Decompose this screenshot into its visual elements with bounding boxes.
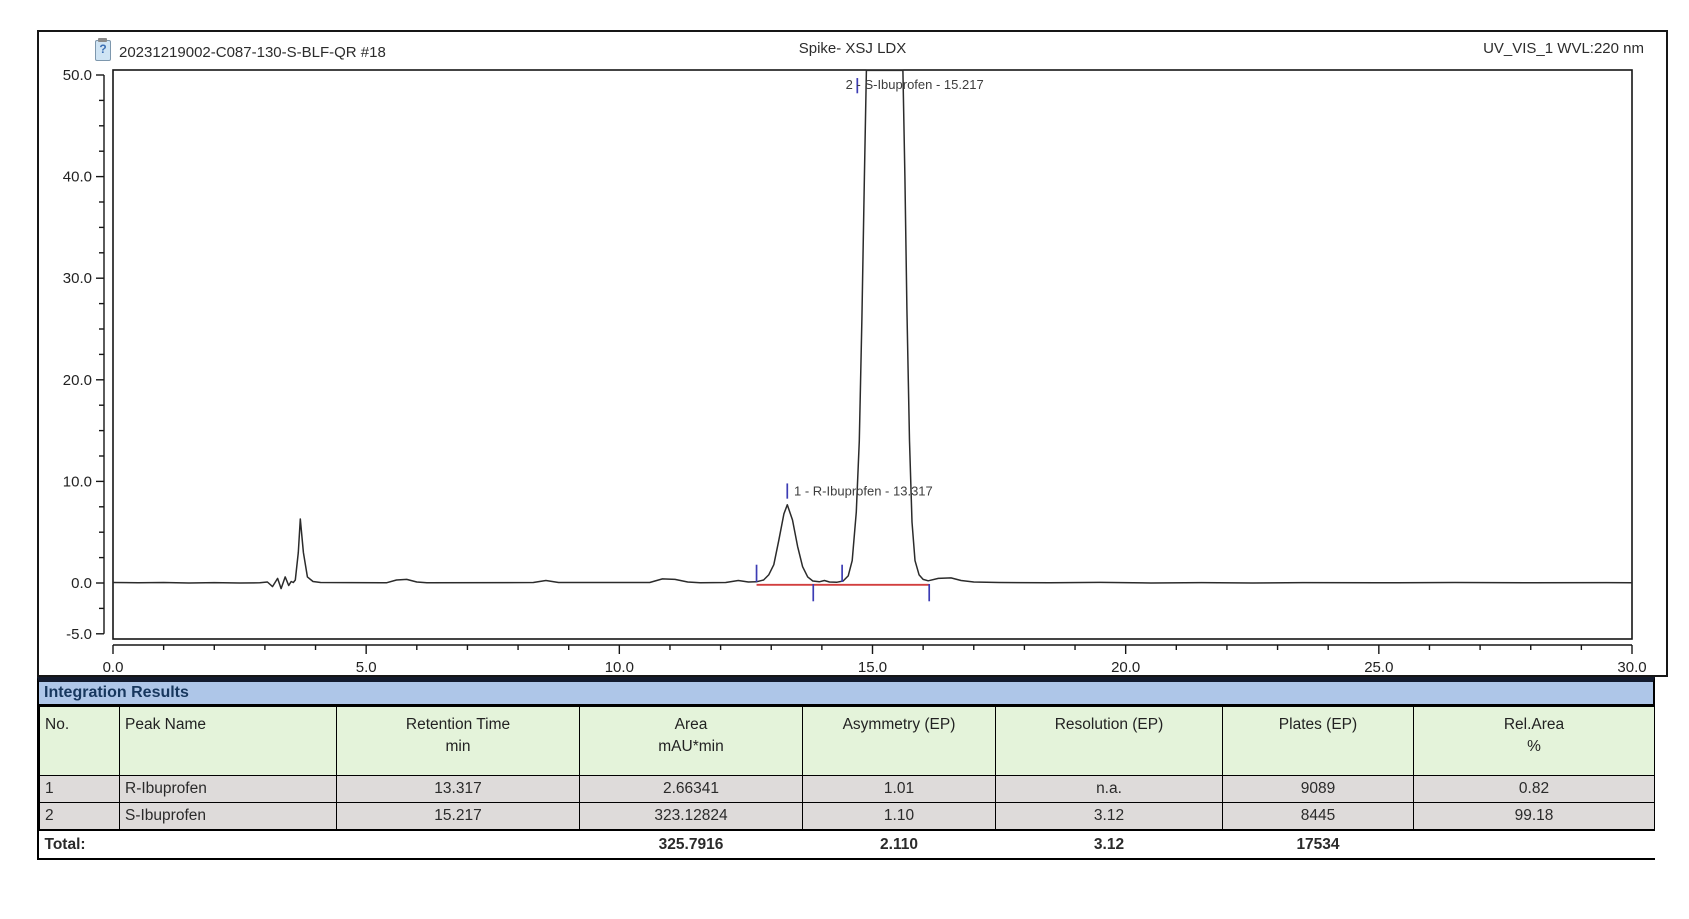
col-header: Retention Time min <box>336 706 580 776</box>
chromatogram-panel: -5.0 0.0 10.0 20.0 30.0 40.0 50.0 0.0 5.0 10.0 15.… <box>37 30 1668 677</box>
chart-title: Spike- XSJ LDX <box>798 40 907 57</box>
sample-vial-icon[interactable]: ? <box>95 38 111 61</box>
y-tick-label: 10.0 <box>63 473 92 490</box>
result-cell: 323.12824 <box>579 802 803 831</box>
x-tick-label: 0.0 <box>103 659 124 676</box>
result-cell: 8445 <box>1222 802 1414 831</box>
total-cell <box>336 829 580 858</box>
result-cell: 1 <box>39 775 120 803</box>
chromatogram-curve <box>112 69 1633 590</box>
total-cell: Total: <box>39 829 120 858</box>
result-cell: 1.01 <box>802 775 996 803</box>
x-tick-label: 20.0 <box>1111 659 1140 676</box>
result-cell: 99.18 <box>1413 802 1655 831</box>
total-cell <box>119 829 337 858</box>
total-row: Total: 325.7916 2.110 3.12 17534 <box>39 829 1655 858</box>
results-title: Integration Results <box>39 682 1653 706</box>
result-cell: 1.10 <box>802 802 996 831</box>
total-cell: 325.7916 <box>579 829 803 858</box>
result-cell: 13.317 <box>336 775 580 803</box>
col-header: No. <box>39 706 120 776</box>
x-tick-label: 5.0 <box>356 659 377 676</box>
col-header: Plates (EP) <box>1222 706 1414 776</box>
peak-label: 1 - R-Ibuprofen - 13.317 <box>794 484 933 499</box>
col-header: Resolution (EP) <box>995 706 1223 776</box>
result-cell: R-Ibuprofen <box>119 775 337 803</box>
total-cell: 3.12 <box>995 829 1223 858</box>
y-tick-label: 0.0 <box>71 575 92 592</box>
y-tick-label: 20.0 <box>63 372 92 389</box>
col-header: Area mAU*min <box>579 706 803 776</box>
result-cell: S-Ibuprofen <box>119 802 337 831</box>
result-cell: 0.82 <box>1413 775 1655 803</box>
x-tick-label: 10.0 <box>605 659 634 676</box>
result-cell: 2.66341 <box>579 775 803 803</box>
injection-header: ? 20231219002-C087-130-S-BLF-QR #18 <box>95 38 386 61</box>
vial-cap-icon <box>98 38 107 42</box>
result-cell: n.a. <box>995 775 1223 803</box>
y-tick-label: 40.0 <box>63 169 92 186</box>
detector-channel-label: UV_VIS_1 WVL:220 nm <box>1483 40 1644 57</box>
total-cell: 17534 <box>1222 829 1414 858</box>
result-row: 2 S-Ibuprofen 15.217 323.12824 1.10 3.12 8445 9… <box>39 802 1655 831</box>
x-tick-label: 15.0 <box>858 659 887 676</box>
col-header: Rel.Area% <box>1413 706 1655 776</box>
peak-label: 2 - S-Ibuprofen - 15.217 <box>846 77 984 92</box>
result-cell: 2 <box>39 802 120 831</box>
result-row: 1 R-Ibuprofen 13.317 2.66341 1.01 n.a. 9089 0.8… <box>39 775 1655 803</box>
result-cell: 15.217 <box>336 802 580 831</box>
chromatogram-plot: -5.0 0.0 10.0 20.0 30.0 40.0 50.0 0.0 5.0 10.0 15.… <box>63 67 1647 676</box>
plot-frame <box>112 69 1633 640</box>
col-header: Peak Name <box>119 706 337 776</box>
result-cell: 9089 <box>1222 775 1414 803</box>
vial-question-glyph: ? <box>99 42 107 56</box>
x-tick-label: 30.0 <box>1617 659 1646 676</box>
results-header-row: No. Peak Name Retention Time min Area mAU*min… <box>39 706 1655 776</box>
sample-id-label: 20231219002-C087-130-S-BLF-QR #18 <box>119 44 386 61</box>
x-tick-label: 25.0 <box>1364 659 1393 676</box>
col-header: Asymmetry (EP) <box>802 706 996 776</box>
total-cell <box>1413 829 1655 858</box>
y-tick-label: -5.0 <box>66 626 92 643</box>
integration-results-section: Integration Results No. Peak Name Retentio… <box>37 677 1655 860</box>
result-cell: 3.12 <box>995 802 1223 831</box>
integration-results-table: No. Peak Name Retention Time min Area mAU*min… <box>39 706 1655 858</box>
total-cell: 2.110 <box>802 829 996 858</box>
y-tick-label: 30.0 <box>63 270 92 287</box>
y-tick-label: 50.0 <box>63 67 92 84</box>
